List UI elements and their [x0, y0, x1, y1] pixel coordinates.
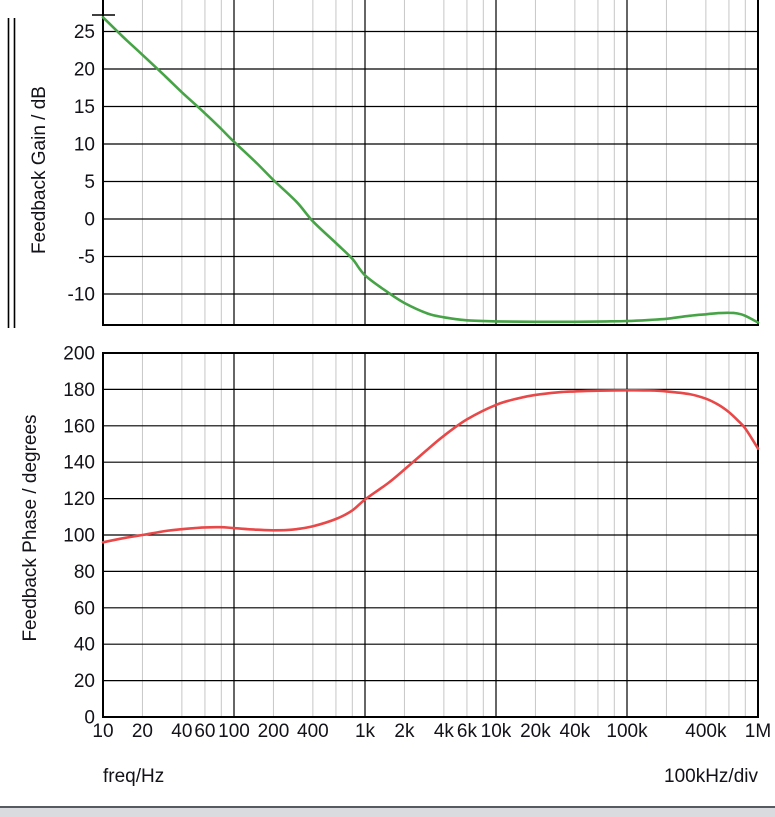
y-tick-label: 20 — [74, 60, 95, 81]
y-tick-label: 40 — [74, 635, 95, 656]
feedback-gain-curve — [101, 16, 760, 324]
window-bottom-strip — [0, 808, 775, 817]
y-tick-label: 200 — [63, 344, 95, 365]
x-tick-label: 400 — [297, 721, 329, 742]
x-tick-label: 100k — [606, 721, 648, 742]
y-tick-label: 80 — [74, 562, 95, 583]
scale-per-div-caption: 100kHz/div — [664, 766, 758, 787]
y-tick-label: -5 — [78, 247, 95, 268]
y-tick-label: 120 — [63, 489, 95, 510]
y-tick-label: 0 — [84, 210, 95, 231]
window-bottom-divider — [0, 806, 775, 808]
x-tick-label: 1M — [745, 721, 771, 742]
y-tick-label: 140 — [63, 453, 95, 474]
x-tick-label: 20k — [520, 721, 551, 742]
y-tick-label: 0 — [84, 708, 95, 729]
x-tick-label: 10 — [92, 721, 113, 742]
x-tick-label: 40k — [560, 721, 591, 742]
phase-axis-label: Feedback Phase / degrees — [20, 414, 41, 642]
x-tick-label: 100 — [218, 721, 250, 742]
y-tick-label: 10 — [74, 135, 95, 156]
y-tick-label: 20 — [74, 671, 95, 692]
freq-axis-caption: freq/Hz — [103, 766, 165, 787]
feedback-phase-curve — [101, 388, 760, 544]
gain-axis-label: Feedback Gain / dB — [29, 86, 50, 254]
y-tick-label: 160 — [63, 416, 95, 437]
y-tick-label: -10 — [68, 285, 95, 306]
y-tick-label: 5 — [84, 172, 95, 193]
y-tick-label: 180 — [63, 380, 95, 401]
y-tick-label: 100 — [63, 526, 95, 547]
x-tick-label: 2k — [394, 721, 415, 742]
x-tick-label: 20 — [132, 721, 153, 742]
x-tick-label: 4k — [434, 721, 455, 742]
y-tick-label: 60 — [74, 598, 95, 619]
x-tick-label: 200 — [258, 721, 290, 742]
y-tick-label: 25 — [74, 22, 95, 43]
x-tick-label: 10k — [481, 721, 512, 742]
x-tick-label: 1k — [355, 721, 376, 742]
x-tick-label: 400k — [685, 721, 727, 742]
x-tick-label: 60 — [194, 721, 215, 742]
x-tick-label: 40 — [171, 721, 192, 742]
y-tick-label: 15 — [74, 97, 95, 118]
x-tick-label: 6k — [457, 721, 478, 742]
